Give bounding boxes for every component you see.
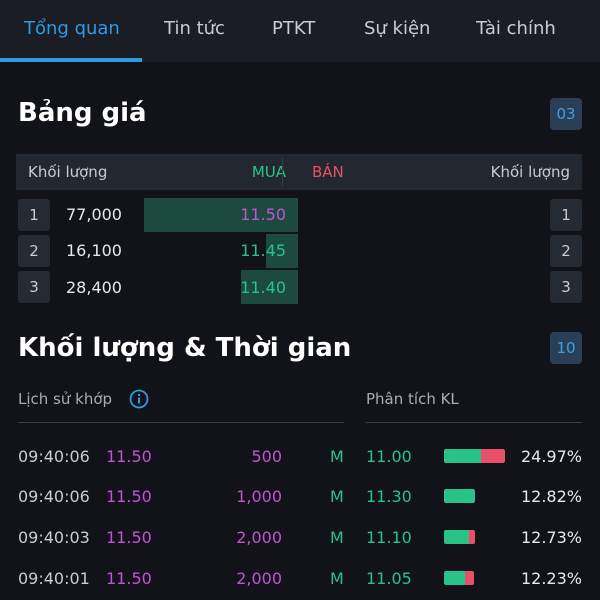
analysis-percent: 12.73% [520, 528, 582, 547]
match-history-label: Lịch sử khớp [18, 390, 113, 408]
match-volume: 2,000 [236, 528, 282, 547]
tab-overview[interactable]: Tổng quan [24, 18, 120, 39]
analysis-percent: 12.82% [520, 487, 582, 506]
info-icon[interactable] [129, 389, 149, 409]
match-volume: 500 [251, 447, 282, 466]
analysis-price: 11.05 [366, 569, 412, 588]
bid-volume: 28,400 [66, 278, 122, 297]
volume-time-count-badge[interactable]: 10 [550, 332, 582, 364]
match-time: 09:40:03 [18, 528, 90, 547]
bid-level-index: 1 [18, 199, 50, 231]
bid-volume: 16,100 [66, 241, 122, 260]
price-board-title: Bảng giá [18, 98, 147, 128]
analysis-volume-bar [444, 449, 505, 463]
volume-analysis-underline [366, 422, 582, 423]
analysis-volume-bar [444, 530, 475, 544]
bid-volume-header: Khối lượng [28, 163, 108, 181]
bid-depth-bar [241, 270, 298, 304]
tab-finance[interactable]: Tài chính [476, 18, 556, 39]
tab-technical-analysis[interactable]: PTKT [272, 18, 316, 39]
match-volume: 1,000 [236, 487, 282, 506]
analysis-percent: 12.23% [520, 569, 582, 588]
analysis-price: 11.00 [366, 447, 412, 466]
match-time: 09:40:06 [18, 447, 90, 466]
order-book-header: Khối lượng MUA BÁN Khối lượng [16, 154, 582, 190]
sell-header: BÁN [312, 163, 344, 181]
bid-price: 11.45 [240, 241, 286, 260]
analysis-percent: 24.97% [520, 447, 582, 466]
match-history-underline [18, 422, 344, 423]
analysis-volume-bar [444, 571, 474, 585]
ask-level-index: 2 [550, 235, 582, 267]
volume-time-title: Khối lượng & Thời gian [18, 333, 352, 363]
analysis-price: 11.10 [366, 528, 412, 547]
match-price: 11.50 [106, 528, 152, 547]
order-book-divider [282, 158, 283, 186]
match-price: 11.50 [106, 447, 152, 466]
match-volume: 2,000 [236, 569, 282, 588]
analysis-price: 11.30 [366, 487, 412, 506]
price-board-depth-badge[interactable]: 03 [550, 98, 582, 130]
tab-news[interactable]: Tin tức [164, 18, 225, 39]
ask-volume-header: Khối lượng [490, 163, 570, 181]
bid-volume: 77,000 [66, 205, 122, 224]
match-time: 09:40:06 [18, 487, 90, 506]
bid-price: 11.40 [240, 278, 286, 297]
bid-depth-bar [144, 198, 298, 232]
ask-level-index: 1 [550, 199, 582, 231]
match-side: M [330, 528, 344, 547]
match-side: M [330, 447, 344, 466]
bid-level-index: 3 [18, 271, 50, 303]
analysis-volume-bar [444, 489, 475, 503]
bid-level-index: 2 [18, 235, 50, 267]
match-price: 11.50 [106, 569, 152, 588]
match-time: 09:40:01 [18, 569, 90, 588]
bid-price: 11.50 [240, 205, 286, 224]
ask-level-index: 3 [550, 271, 582, 303]
match-side: M [330, 487, 344, 506]
volume-analysis-label: Phân tích KL [366, 390, 459, 408]
active-tab-indicator [0, 58, 142, 62]
bid-depth-bar [266, 234, 298, 268]
match-side: M [330, 569, 344, 588]
match-price: 11.50 [106, 487, 152, 506]
top-tab-bar: Tổng quan Tin tức PTKT Sự kiện Tài chính [0, 0, 600, 62]
tab-events[interactable]: Sự kiện [364, 18, 431, 39]
buy-header: MUA [251, 163, 286, 181]
